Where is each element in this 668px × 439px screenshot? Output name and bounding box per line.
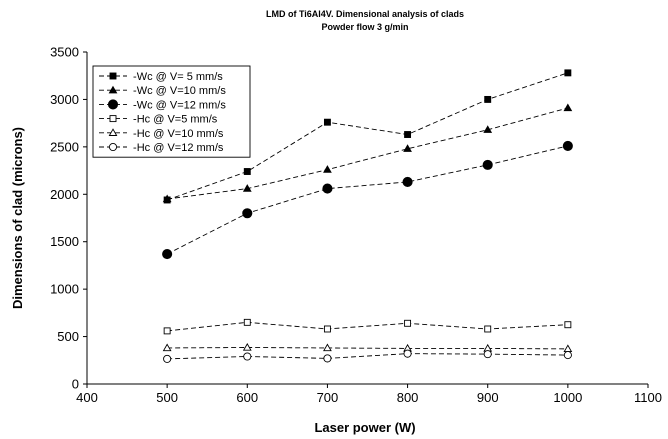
data-point [162, 194, 172, 203]
y-tick-label: 2000 [50, 187, 79, 202]
data-point [322, 183, 333, 194]
legend-marker [108, 85, 118, 94]
data-point [403, 144, 412, 152]
x-tick-label: 600 [236, 390, 258, 405]
legend-label: -Hc @ V=5 mm/s [130, 114, 218, 126]
x-tick-label: 400 [76, 390, 98, 405]
series-line [166, 72, 568, 201]
x-tick-label: 1100 [634, 390, 662, 405]
data-point [404, 319, 412, 327]
chart-title: LMD of Ti6Al4V. Dimensional analysis of … [266, 9, 464, 19]
data-point [564, 69, 572, 77]
legend-marker [108, 142, 118, 152]
legend-box [92, 65, 251, 158]
data-point [243, 318, 251, 326]
y-tick-label: 1000 [50, 282, 79, 297]
data-point [482, 159, 493, 170]
chart-subtitle: Powder flow 3 g/min [321, 22, 408, 32]
y-tick-label: 3000 [50, 92, 79, 107]
legend-label: -Wc @ V= 5 mm/s [130, 71, 223, 83]
data-point [323, 165, 332, 173]
legend-marker [108, 128, 118, 136]
legend-label: -Hc @ V=12 mm/s [130, 142, 224, 154]
data-point [564, 321, 572, 329]
x-axis-title: Laser power (W) [314, 420, 415, 435]
y-tick-label: 500 [57, 329, 79, 344]
legend-marker [107, 99, 119, 110]
data-point [563, 103, 573, 112]
series-line [167, 107, 568, 200]
y-axis-title: Dimensions of clad (microns) [10, 127, 25, 309]
series-line [167, 347, 568, 350]
data-point [323, 343, 332, 352]
data-point [323, 354, 332, 363]
y-tick-label: 2500 [50, 139, 79, 154]
series-line [167, 321, 568, 332]
data-point [323, 325, 331, 333]
data-point [483, 350, 492, 359]
legend-marker [109, 72, 117, 80]
data-point [404, 131, 412, 138]
x-tick-label: 500 [156, 390, 178, 405]
y-tick-label: 0 [72, 377, 79, 392]
y-tick-label: 3500 [50, 45, 79, 60]
data-point [483, 125, 493, 133]
data-point [242, 184, 252, 192]
series-line [167, 353, 568, 360]
x-tick-label: 900 [477, 390, 499, 405]
data-point [484, 325, 492, 333]
data-point [163, 327, 171, 335]
data-point [563, 351, 572, 360]
x-tick-label: 1000 [553, 390, 582, 405]
legend-label: -Hc @ V=10 mm/s [130, 128, 224, 140]
data-point [403, 349, 412, 358]
data-point [562, 140, 573, 151]
data-point [242, 208, 253, 219]
data-point [163, 354, 172, 363]
data-point [162, 343, 172, 352]
data-point [162, 248, 173, 260]
series-line [166, 145, 568, 255]
data-point [243, 168, 251, 175]
y-tick-label: 1500 [50, 234, 79, 249]
x-tick-label: 700 [317, 390, 339, 405]
legend-marker [109, 115, 117, 123]
plot-area: 400 500 600 700 800 900 1000 1100 0 500 1000 1500 20… [50, 45, 662, 406]
data-point [243, 352, 252, 361]
legend-label: -Wc @ V=10 mm/s [130, 85, 226, 97]
data-point [323, 118, 331, 126]
legend-label: -Wc @ V=12 mm/s [130, 99, 226, 111]
data-point [484, 95, 492, 103]
x-tick-label: 800 [397, 390, 419, 405]
data-point [563, 344, 573, 353]
data-point [402, 176, 413, 188]
data-point [242, 342, 252, 351]
